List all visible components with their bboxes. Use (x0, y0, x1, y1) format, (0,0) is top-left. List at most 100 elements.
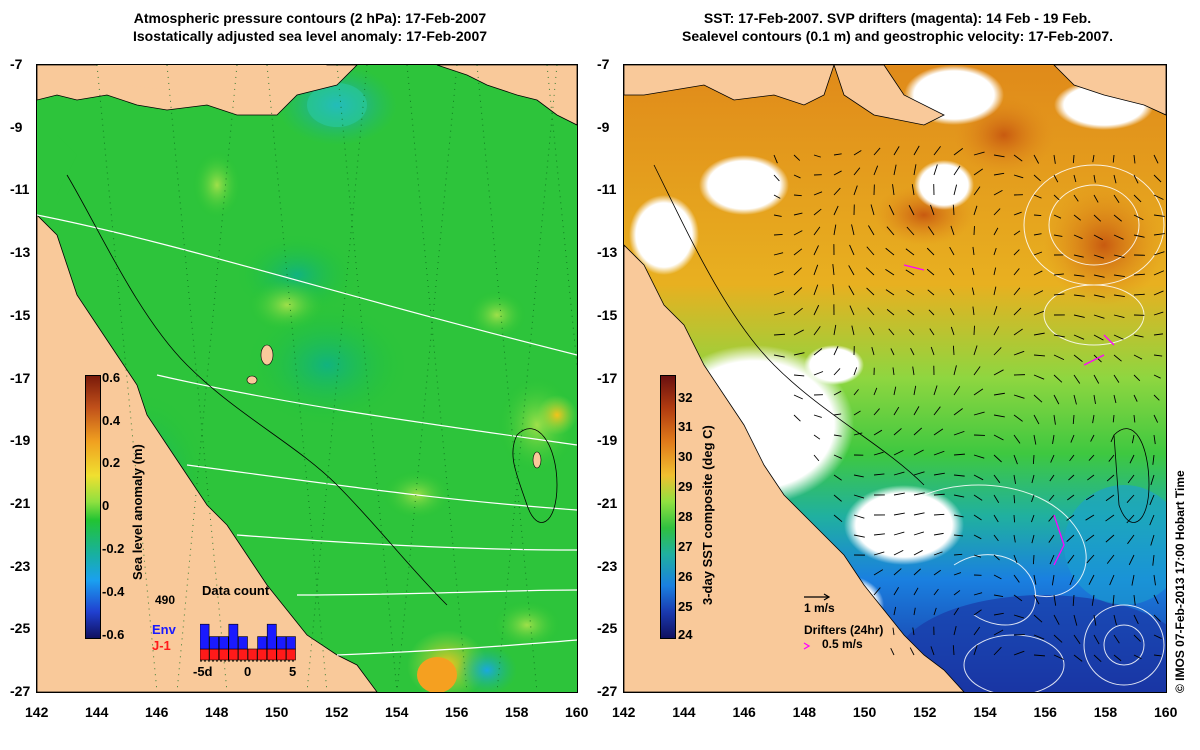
velocity-arrow-223 (853, 367, 858, 376)
sst-tick-5: 27 (678, 539, 693, 554)
velocity-arrow-324 (1049, 474, 1055, 482)
histo-bar-env-6 (257, 636, 267, 650)
velocity-arrow-423 (1112, 594, 1115, 606)
velocity-arrow-149 (949, 288, 955, 296)
velocity-arrow-56 (1093, 194, 1099, 203)
velocity-arrow-157 (1113, 294, 1125, 298)
histo-bar-env-7 (266, 623, 277, 650)
velocity-arrow-156 (1093, 294, 1105, 298)
velocity-arrow-26 (893, 164, 897, 176)
velocity-arrow-164 (849, 305, 855, 316)
velocity-arrow-403 (1013, 574, 1020, 583)
velocity-arrow-98 (1133, 234, 1145, 238)
velocity-arrow-434 (1053, 614, 1060, 625)
velocity-arrow-279 (853, 432, 863, 436)
velocity-arrow-272 (1072, 414, 1075, 425)
velocity-arrow-342 (1067, 494, 1075, 501)
velocity-arrow-258 (793, 414, 801, 422)
velocity-arrow-338 (993, 494, 1000, 503)
velocity-arrow-241 (833, 390, 842, 396)
x-tick-right-8: 158 (1093, 704, 1118, 720)
velocity-arrow-374 (1048, 534, 1055, 543)
velocity-arrow-32 (1013, 174, 1024, 179)
right-map[interactable] (623, 64, 1167, 693)
velocity-arrow-388 (1013, 554, 1018, 563)
velocity-arrow-159 (1153, 290, 1164, 296)
velocity-arrow-140 (773, 290, 785, 296)
x-tick-left-3: 148 (205, 704, 229, 720)
velocity-arrow-198 (1133, 334, 1144, 338)
velocity-arrow-194 (1053, 334, 1065, 338)
velocity-arrow-133 (1033, 270, 1043, 276)
velocity-arrow-386 (973, 554, 982, 558)
sla-tick-0: 0.6 (102, 370, 121, 385)
legend-env: Env (152, 622, 176, 637)
x-tick-right-6: 154 (973, 704, 997, 720)
x-tick-right-3: 148 (792, 704, 817, 720)
velocity-arrow-455 (909, 647, 915, 656)
velocity-arrow-148 (927, 289, 935, 296)
velocity-arrow-417 (993, 594, 1004, 598)
histo-bar-env-8 (276, 636, 287, 650)
velocity-arrow-254 (1093, 394, 1096, 404)
velocity-arrow-126 (885, 268, 895, 276)
velocity-arrow-191 (993, 326, 1000, 336)
sst-tick-1: 31 (678, 419, 693, 434)
velocity-arrow-431 (993, 612, 1004, 616)
velocity-arrow-130 (971, 267, 975, 276)
velocity-arrow-233 (1053, 374, 1063, 383)
velocity-arrow-457 (952, 645, 955, 656)
velocity-arrow-165 (867, 307, 875, 316)
velocity-arrow-251 (1033, 394, 1043, 403)
velocity-arrow-135 (1073, 274, 1085, 277)
velocity-arrow-46 (892, 184, 895, 196)
velocity-arrow-264 (913, 406, 920, 416)
velocity-arrow-449 (1073, 634, 1081, 645)
velocity-arrow-312 (1152, 454, 1155, 465)
velocity-arrow-89 (950, 225, 955, 236)
histo-bar-env-1 (209, 636, 220, 650)
velocity-arrow-425 (1153, 594, 1159, 605)
data-count-total: 490 (155, 593, 176, 607)
velocity-arrow-305 (1013, 454, 1018, 465)
velocity-arrow-12 (1013, 154, 1023, 162)
velocity-arrow-143 (832, 284, 835, 296)
velocity-arrow-256 (1133, 394, 1138, 402)
velocity-arrow-336 (953, 494, 965, 498)
velocity-arrow-70 (973, 205, 978, 216)
velocity-arrow-55 (1073, 194, 1079, 202)
velocity-arrow-326 (1087, 474, 1095, 481)
velocity-arrow-86 (886, 226, 895, 236)
velocity-arrow-220 (793, 374, 805, 377)
velocity-arrow-203 (833, 346, 839, 356)
velocity-arrow-369 (953, 534, 964, 537)
velocity-arrow-462 (1053, 654, 1064, 660)
velocity-arrow-17 (1112, 154, 1115, 163)
right-title-line1: SST: 17-Feb-2007. SVP drifters (magenta)… (703, 10, 1092, 26)
velocity-arrow-30 (973, 168, 984, 176)
histo-bar-j1-1 (209, 648, 220, 661)
velocity-arrow-51 (993, 189, 1003, 196)
velocity-arrow-43 (833, 187, 841, 196)
velocity-arrow-299 (893, 449, 904, 456)
velocity-arrow-364 (853, 534, 865, 538)
velocity-arrow-185 (869, 327, 875, 336)
left-map[interactable] (36, 64, 578, 693)
velocity-arrow-378 (1127, 534, 1135, 545)
velocity-arrow-5 (873, 147, 881, 156)
velocity-arrow-348 (853, 514, 865, 519)
velocity-arrow-66 (888, 204, 895, 216)
velocity-arrow-246 (933, 385, 938, 396)
velocity-arrow-31 (993, 172, 1005, 176)
velocity-arrow-350 (893, 512, 905, 516)
velocity-arrow-21 (793, 174, 801, 179)
sst-tick-3: 29 (678, 479, 693, 494)
y-tick-right-10: -27 (597, 683, 618, 699)
x-tick-right-7: 156 (1033, 704, 1057, 720)
x-tick-left-9: 160 (565, 704, 589, 720)
velocity-arrow-186 (888, 328, 895, 336)
velocity-arrow-6 (893, 146, 900, 156)
velocity-arrow-397 (893, 568, 902, 576)
velocity-arrow-144 (848, 285, 855, 296)
velocity-arrow-139 (1153, 270, 1165, 276)
